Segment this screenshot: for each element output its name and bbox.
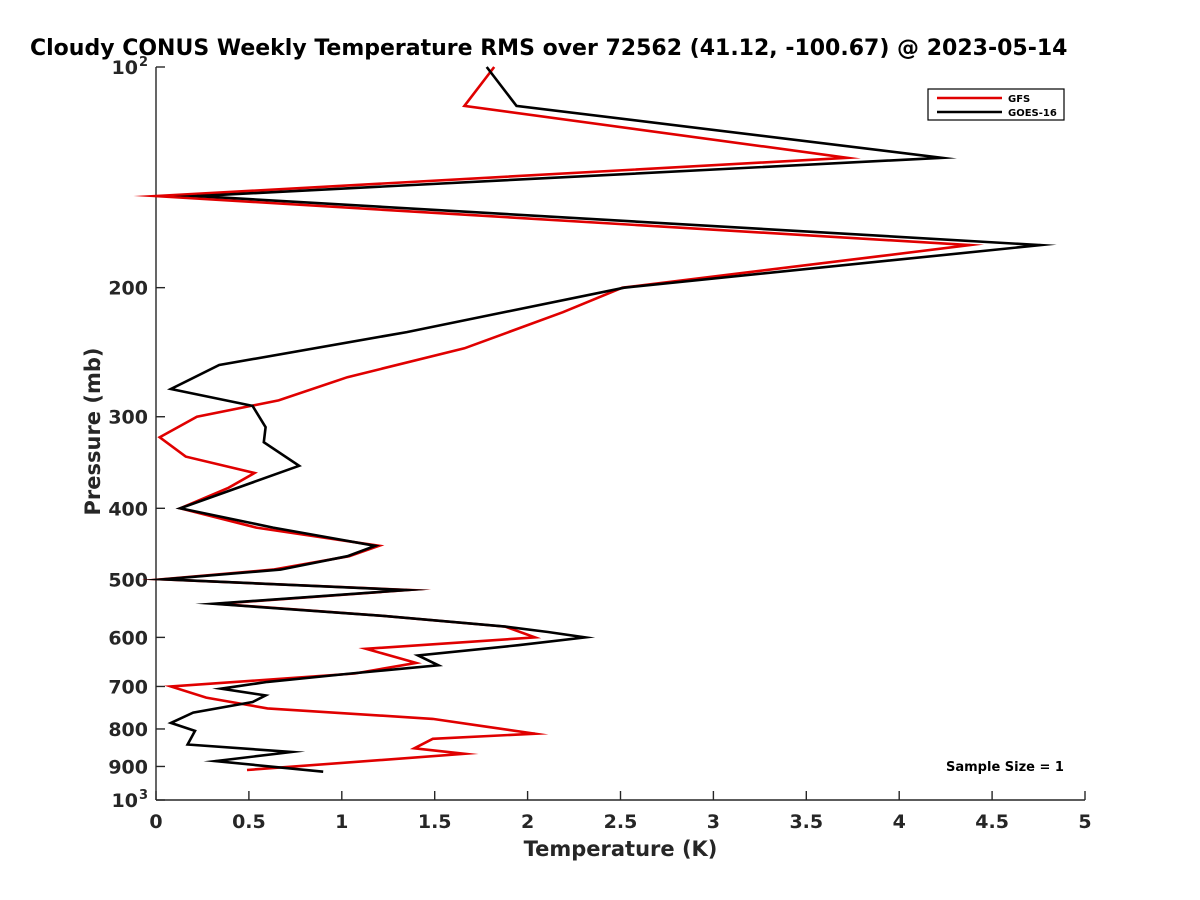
- legend-label: GFS: [1008, 94, 1030, 105]
- x-tick-label: 4: [893, 811, 906, 833]
- x-axis-ticks: 0 0.5 1 1.5 2 2.5 3 3.5 4 4.5 5: [149, 791, 1092, 833]
- y-tick-label: 900: [108, 756, 148, 778]
- y-tick-label: 200: [108, 278, 148, 300]
- x-tick-label: 5: [1078, 811, 1091, 833]
- x-tick-label: 1: [335, 811, 348, 833]
- x-tick-label: 1.5: [418, 811, 452, 833]
- y-axis-label: Pressure (mb): [81, 348, 105, 516]
- y-tick-exponent: 2: [139, 55, 148, 70]
- legend: GFS GOES-16: [927, 88, 1065, 121]
- series-line-goes-16: [142, 66, 1057, 773]
- x-tick-label: 0: [149, 811, 162, 833]
- series-line-gfs: [133, 66, 985, 772]
- x-tick-label: 2: [521, 811, 534, 833]
- y-tick-label: 800: [108, 719, 148, 741]
- legend-box: [927, 88, 1065, 121]
- x-tick-label: 3.5: [789, 811, 823, 833]
- chart-title: Cloudy CONUS Weekly Temperature RMS over…: [30, 36, 1067, 61]
- x-tick-label: 2.5: [604, 811, 638, 833]
- y-tick-label: 300: [108, 407, 148, 429]
- y-tick-label: 700: [108, 676, 148, 698]
- y-tick-label: 600: [108, 627, 148, 649]
- x-tick-label: 4.5: [975, 811, 1009, 833]
- sample-size-annotation: Sample Size = 1: [946, 760, 1064, 775]
- legend-label: GOES-16: [1008, 108, 1057, 119]
- x-tick-label: 3: [707, 811, 720, 833]
- series-group: [133, 66, 1057, 773]
- y-tick-label: 500: [108, 569, 148, 591]
- y-tick-label: 10: [112, 790, 138, 812]
- y-tick-label: 400: [108, 498, 148, 520]
- x-tick-label: 0.5: [232, 811, 266, 833]
- x-axis-label: Temperature (K): [524, 837, 718, 861]
- y-tick-label: 10: [112, 57, 138, 79]
- y-tick-exponent: 3: [139, 788, 148, 803]
